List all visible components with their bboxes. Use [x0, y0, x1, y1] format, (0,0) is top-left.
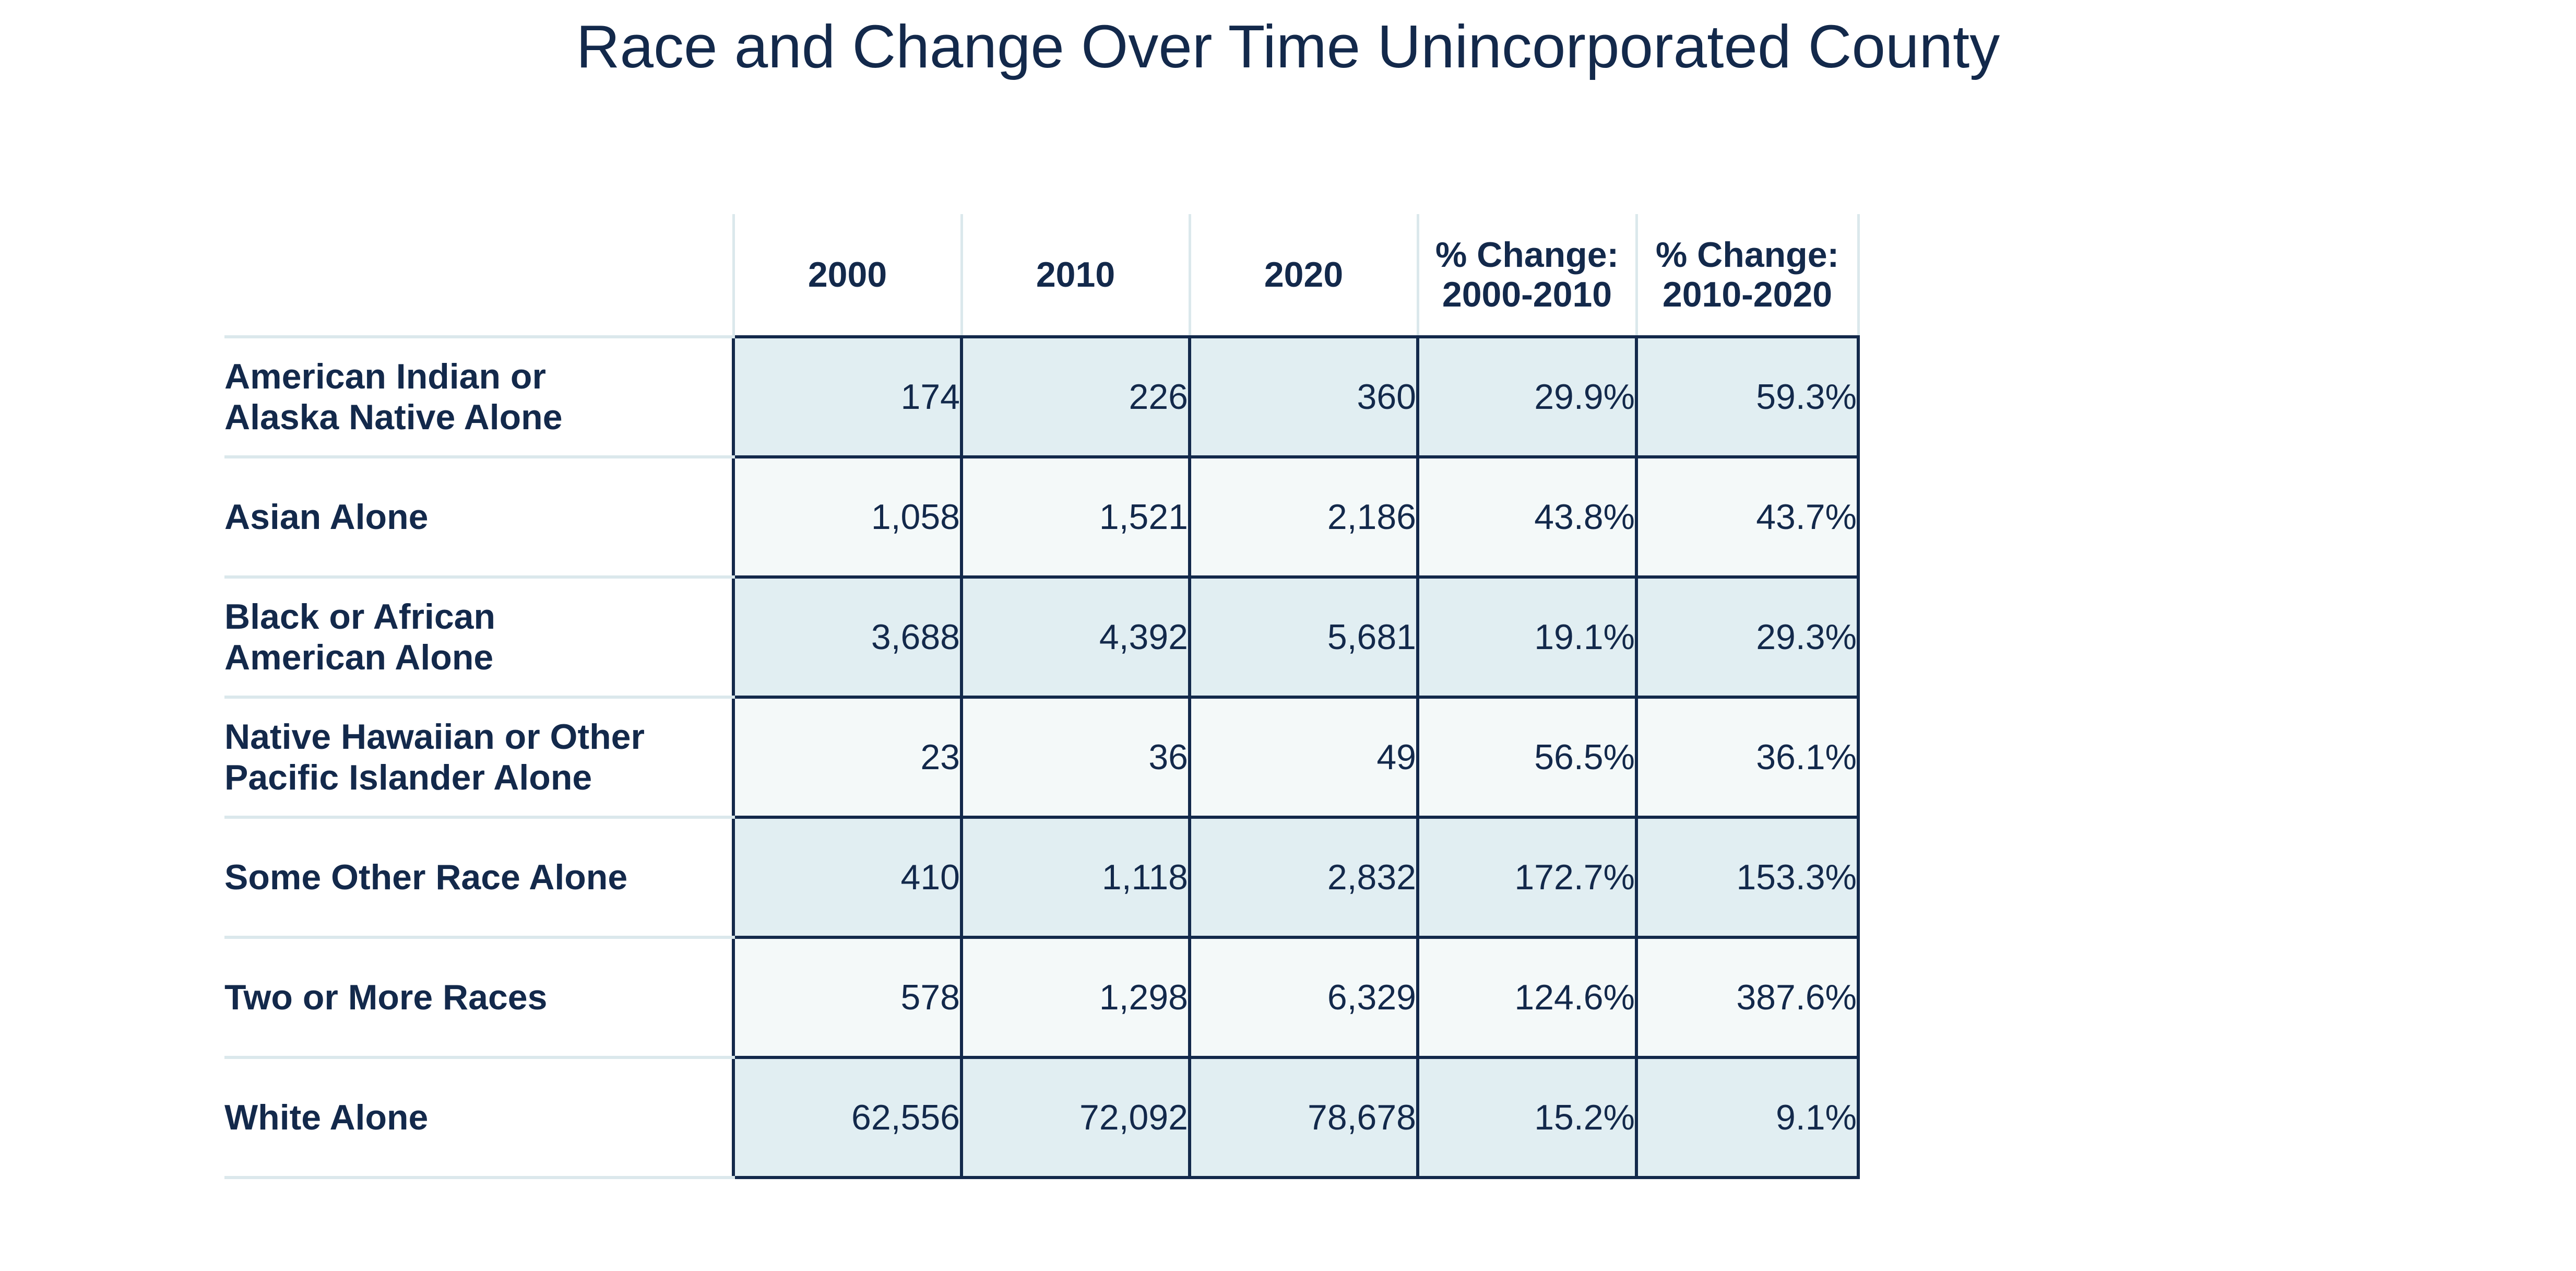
row-label: Native Hawaiian or Other Pacific Islande… — [224, 697, 735, 819]
table-cell: 59.3% — [1635, 335, 1860, 458]
table-row: American Indian or Alaska Native Alone 1… — [224, 335, 1860, 458]
row-label: White Alone — [224, 1057, 735, 1179]
table-row: White Alone 62,556 72,092 78,678 15.2% 9… — [224, 1056, 1860, 1179]
table-cell: 29.9% — [1416, 335, 1638, 458]
row-label: Black or African American Alone — [224, 577, 735, 699]
chart-title: Race and Change Over Time Unincorporated… — [576, 13, 2000, 80]
table-cell: 1,058 — [732, 455, 963, 579]
table-cell: 43.7% — [1635, 455, 1860, 579]
column-header-2010: 2010 — [960, 214, 1191, 338]
column-header-label: 2000 — [808, 254, 887, 295]
table-row: Two or More Races 578 1,298 6,329 124.6%… — [224, 936, 1860, 1059]
table-cell: 124.6% — [1416, 936, 1638, 1059]
table-cell: 410 — [732, 816, 963, 939]
table-cell: 226 — [960, 335, 1191, 458]
column-header-label: % Change: 2000-2010 — [1435, 234, 1619, 314]
table-cell: 19.1% — [1416, 575, 1638, 699]
column-header-label: 2010 — [1036, 254, 1115, 295]
column-header-change-2010-2020: % Change: 2010-2020 — [1635, 214, 1860, 338]
table-cell: 1,521 — [960, 455, 1191, 579]
race-table: 2000 2010 2020 % Change: 2000-2010 % Cha… — [224, 214, 1860, 1179]
column-header-2000: 2000 — [732, 214, 963, 338]
table-row: Native Hawaiian or Other Pacific Islande… — [224, 696, 1860, 819]
table-cell: 172.7% — [1416, 816, 1638, 939]
table-cell: 4,392 — [960, 575, 1191, 699]
row-label: American Indian or Alaska Native Alone — [224, 337, 735, 458]
table-cell: 1,118 — [960, 816, 1191, 939]
table-cell: 3,688 — [732, 575, 963, 699]
table-row: Asian Alone 1,058 1,521 2,186 43.8% 43.7… — [224, 455, 1860, 579]
table-cell: 62,556 — [732, 1056, 963, 1179]
column-header-2020: 2020 — [1188, 214, 1419, 338]
table-row: Black or African American Alone 3,688 4,… — [224, 575, 1860, 699]
row-label: Two or More Races — [224, 937, 735, 1059]
table-cell: 23 — [732, 696, 963, 819]
table-cell: 2,832 — [1188, 816, 1419, 939]
table-cell: 36 — [960, 696, 1191, 819]
table-cell: 6,329 — [1188, 936, 1419, 1059]
table-cell: 49 — [1188, 696, 1419, 819]
table-cell: 78,678 — [1188, 1056, 1419, 1179]
race-table-container: 2000 2010 2020 % Change: 2000-2010 % Cha… — [224, 214, 1860, 1179]
table-cell: 360 — [1188, 335, 1419, 458]
row-label: Some Other Race Alone — [224, 817, 735, 939]
table-cell: 15.2% — [1416, 1056, 1638, 1179]
header-corner — [224, 214, 733, 338]
column-header-label: % Change: 2010-2020 — [1655, 234, 1839, 314]
table-cell: 5,681 — [1188, 575, 1419, 699]
column-header-change-2000-2010: % Change: 2000-2010 — [1416, 214, 1638, 338]
table-cell: 578 — [732, 936, 963, 1059]
table-cell: 387.6% — [1635, 936, 1860, 1059]
table-cell: 1,298 — [960, 936, 1191, 1059]
row-label: Asian Alone — [224, 457, 735, 579]
table-cell: 174 — [732, 335, 963, 458]
table-row: Some Other Race Alone 410 1,118 2,832 17… — [224, 816, 1860, 939]
table-cell: 43.8% — [1416, 455, 1638, 579]
table-cell: 29.3% — [1635, 575, 1860, 699]
table-cell: 2,186 — [1188, 455, 1419, 579]
column-header-label: 2020 — [1264, 254, 1344, 295]
table-cell: 9.1% — [1635, 1056, 1860, 1179]
table-cell: 153.3% — [1635, 816, 1860, 939]
table-cell: 36.1% — [1635, 696, 1860, 819]
header-row: 2000 2010 2020 % Change: 2000-2010 % Cha… — [224, 214, 1860, 338]
table-cell: 56.5% — [1416, 696, 1638, 819]
table-cell: 72,092 — [960, 1056, 1191, 1179]
